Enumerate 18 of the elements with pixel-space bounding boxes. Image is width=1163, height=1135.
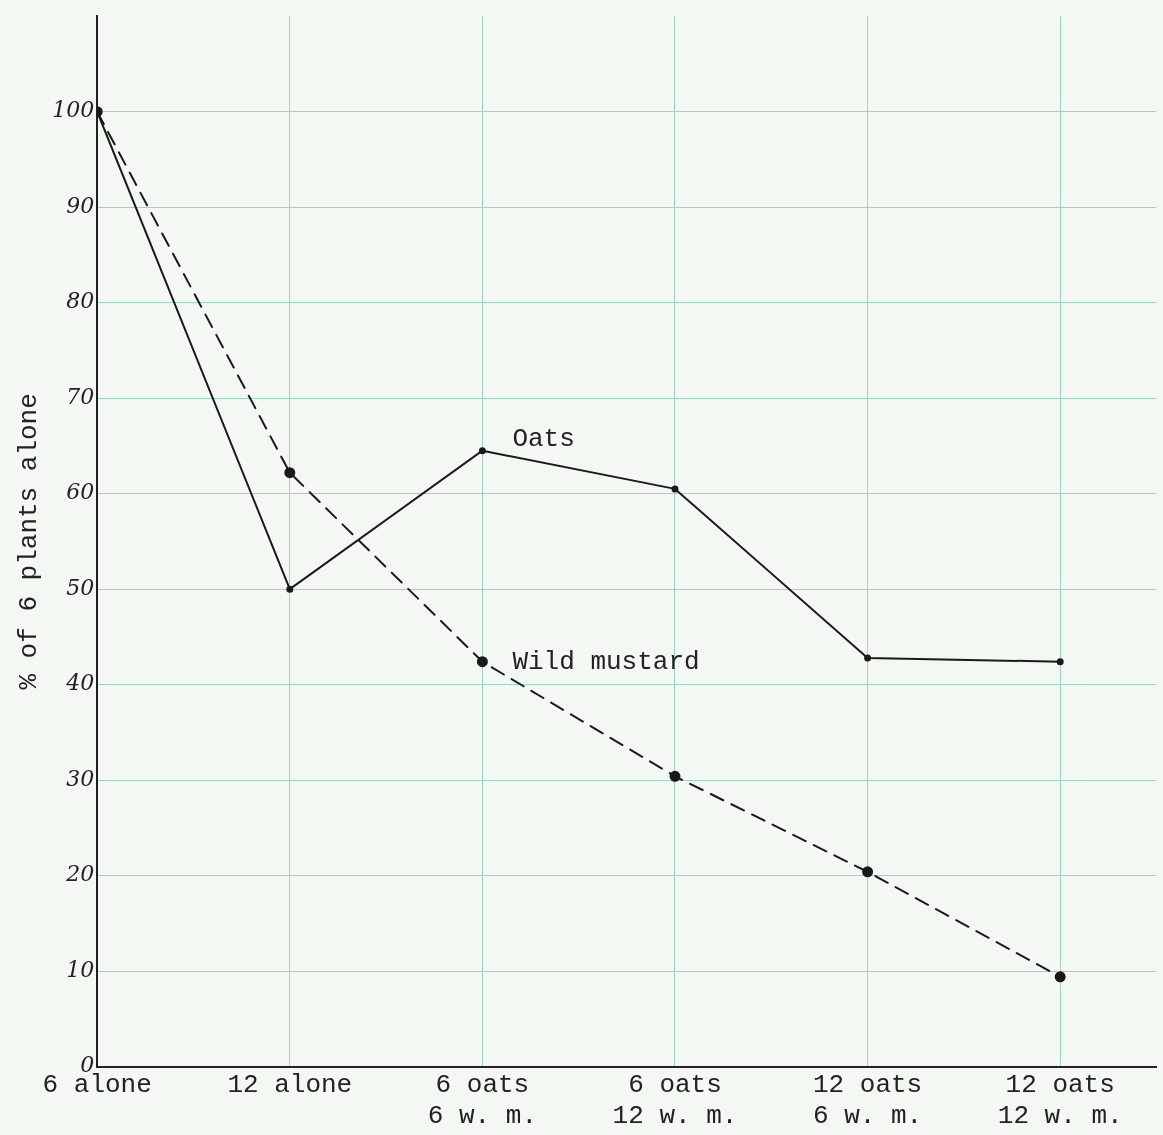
series-label: Oats bbox=[512, 423, 575, 454]
y-tick-label: 100 bbox=[52, 97, 95, 123]
y-tick-label: 50 bbox=[66, 574, 95, 600]
series-label: Wild mustard bbox=[512, 646, 700, 677]
x-tick-label: 12 oats 12 w. m. bbox=[997, 1070, 1123, 1132]
x-tick-label: 12 alone bbox=[227, 1070, 353, 1101]
y-axis-title: % of 6 plants alone bbox=[14, 393, 45, 690]
y-tick-label: 40 bbox=[65, 670, 95, 696]
y-tick-label: 70 bbox=[66, 383, 95, 409]
y-tick-label: 90 bbox=[66, 192, 95, 218]
y-tick-label: 10 bbox=[66, 956, 95, 982]
y-tick-label: 60 bbox=[66, 479, 95, 505]
y-tick-label: 80 bbox=[66, 288, 95, 314]
x-tick-label: 12 oats 6 w. m. bbox=[812, 1070, 923, 1132]
y-tick-label: 30 bbox=[66, 765, 95, 791]
x-tick-label: 6 oats 6 w. m. bbox=[427, 1070, 537, 1132]
y-tick-label: 20 bbox=[65, 861, 95, 887]
x-tick-label: 6 oats 12 w. m. bbox=[612, 1070, 738, 1132]
